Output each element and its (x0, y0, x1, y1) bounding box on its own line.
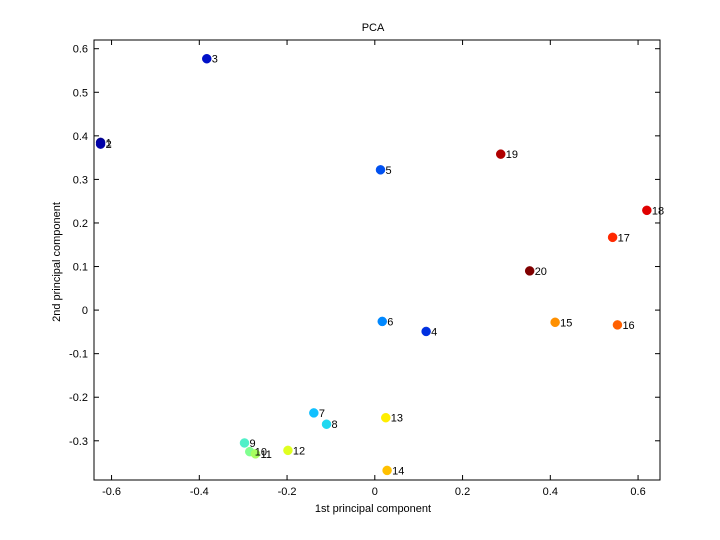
x-axis-ticks: -0.6 -0.4 -0.2 0 0.2 0.4 0.6 (102, 40, 646, 498)
y-tick-label: 0.3 (73, 174, 88, 186)
point-label: 5 (386, 165, 392, 177)
data-point (612, 320, 623, 330)
data-point (239, 438, 250, 448)
data-point (375, 165, 386, 175)
point-label: 17 (618, 232, 630, 244)
chart-title: PCA (362, 22, 385, 34)
y-tick-label: -0.3 (69, 436, 88, 448)
point-label: 3 (212, 54, 218, 66)
y-tick-label: 0.1 (73, 262, 88, 274)
point-label: 14 (392, 465, 404, 477)
data-point (309, 408, 319, 418)
y-tick-label: -0.1 (69, 349, 88, 361)
point-label: 10 (255, 447, 267, 459)
x-tick-label: -0.4 (190, 486, 209, 498)
x-tick-label: -0.6 (102, 486, 121, 498)
data-point (202, 53, 212, 64)
y-tick-label: 0.6 (73, 44, 88, 56)
x-tick-label: 0.6 (630, 486, 645, 498)
data-point (495, 149, 506, 159)
x-tick-label: 0.4 (543, 486, 558, 498)
y-tick-label: 0.5 (73, 87, 88, 99)
y-tick-label: 0.4 (73, 131, 88, 143)
x-tick-label: 0 (372, 486, 378, 498)
data-point (95, 139, 106, 149)
point-label: 12 (293, 445, 305, 457)
point-label: 16 (622, 320, 634, 332)
data-point (250, 449, 261, 459)
data-point (421, 326, 431, 337)
data-point (642, 205, 652, 216)
data-point (524, 266, 535, 276)
x-axis-label: 1st principal component (315, 503, 431, 515)
data-point (283, 445, 293, 456)
point-label: 8 (332, 419, 338, 431)
y-axis-label: 2nd principal component (51, 202, 63, 322)
data-points (95, 53, 652, 476)
data-point (550, 317, 560, 328)
data-point (381, 412, 391, 423)
point-label: 15 (560, 317, 572, 329)
x-tick-label: 0.2 (455, 486, 470, 498)
point-label: 2 (106, 139, 112, 151)
y-axis-ticks: -0.3 -0.2 -0.1 0 0.1 0.2 0.3 0.4 0.5 0.6 (69, 44, 660, 448)
point-label: 13 (391, 413, 403, 425)
y-tick-label: 0 (82, 305, 88, 317)
point-label: 6 (387, 316, 393, 328)
data-point (607, 232, 618, 243)
data-point (321, 419, 332, 429)
data-point (382, 465, 392, 476)
point-label: 18 (652, 205, 664, 217)
point-label: 9 (249, 438, 255, 450)
data-point (377, 316, 388, 327)
point-label: 7 (319, 408, 325, 420)
x-tick-label: -0.2 (278, 486, 297, 498)
point-label: 19 (506, 149, 518, 161)
y-tick-label: 0.2 (73, 218, 88, 230)
point-label: 20 (535, 266, 547, 278)
plot-area (93, 39, 661, 481)
y-tick-label: -0.2 (69, 392, 88, 404)
point-label: 11 (260, 449, 271, 461)
point-label: 4 (431, 326, 437, 338)
point-label: 1 (106, 137, 112, 149)
